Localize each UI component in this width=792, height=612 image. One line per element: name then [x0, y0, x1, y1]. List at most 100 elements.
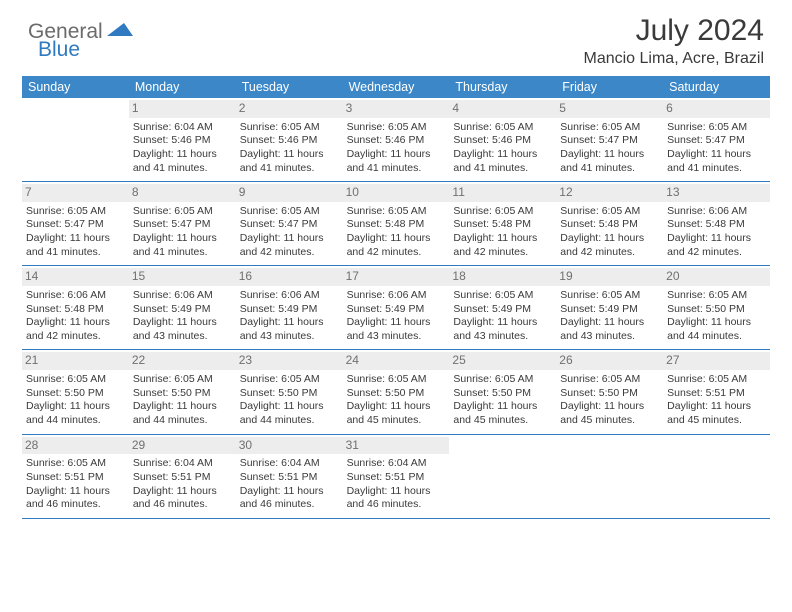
day-cell: 26Sunrise: 6:05 AMSunset: 5:50 PMDayligh… [556, 350, 663, 433]
day-number: 16 [236, 268, 343, 286]
week-row: 21Sunrise: 6:05 AMSunset: 5:50 PMDayligh… [22, 350, 770, 434]
sunrise-text: Sunrise: 6:05 AM [240, 205, 339, 219]
daylight-text: and 46 minutes. [133, 498, 232, 512]
day-number: 23 [236, 352, 343, 370]
sunset-text: Sunset: 5:49 PM [560, 303, 659, 317]
day-cell: 21Sunrise: 6:05 AMSunset: 5:50 PMDayligh… [22, 350, 129, 433]
day-cell [663, 435, 770, 518]
sunset-text: Sunset: 5:47 PM [667, 134, 766, 148]
daylight-text: Daylight: 11 hours [347, 232, 446, 246]
daylight-text: and 41 minutes. [133, 246, 232, 260]
day-number: 14 [22, 268, 129, 286]
day-cell: 19 Sunrise: 6:05 AMSunset: 5:49 PMDayligh… [556, 266, 663, 349]
day-header: Wednesday [343, 76, 450, 98]
day-cell: 18Sunrise: 6:05 AMSunset: 5:49 PMDayligh… [449, 266, 556, 349]
day-cell: 22Sunrise: 6:05 AMSunset: 5:50 PMDayligh… [129, 350, 236, 433]
daylight-text: Daylight: 11 hours [133, 485, 232, 499]
day-number: 24 [343, 352, 450, 370]
sunrise-text: Sunrise: 6:05 AM [667, 121, 766, 135]
daylight-text: Daylight: 11 hours [240, 232, 339, 246]
day-number: 25 [449, 352, 556, 370]
day-number: 19 [556, 268, 663, 286]
day-cell: 27Sunrise: 6:05 AMSunset: 5:51 PMDayligh… [663, 350, 770, 433]
sunset-text: Sunset: 5:48 PM [453, 218, 552, 232]
sunset-text: Sunset: 5:50 PM [240, 387, 339, 401]
daylight-text: Daylight: 11 hours [560, 232, 659, 246]
day-cell: 11Sunrise: 6:05 AMSunset: 5:48 PMDayligh… [449, 182, 556, 265]
day-cell: 31Sunrise: 6:04 AMSunset: 5:51 PMDayligh… [343, 435, 450, 518]
daylight-text: and 42 minutes. [26, 330, 125, 344]
sunrise-text: Sunrise: 6:05 AM [453, 289, 552, 303]
day-cell: 12Sunrise: 6:05 AMSunset: 5:48 PMDayligh… [556, 182, 663, 265]
sunrise-text: Sunrise: 6:05 AM [133, 373, 232, 387]
daylight-text: Daylight: 11 hours [560, 316, 659, 330]
sunset-text: Sunset: 5:48 PM [560, 218, 659, 232]
daylight-text: and 46 minutes. [26, 498, 125, 512]
sunrise-text: Sunrise: 6:05 AM [347, 121, 446, 135]
day-cell: 4Sunrise: 6:05 AMSunset: 5:46 PMDaylight… [449, 98, 556, 181]
daylight-text: and 41 minutes. [26, 246, 125, 260]
daylight-text: and 41 minutes. [560, 162, 659, 176]
week-row: 1Sunrise: 6:04 AMSunset: 5:46 PMDaylight… [22, 98, 770, 182]
day-cell: 23Sunrise: 6:05 AMSunset: 5:50 PMDayligh… [236, 350, 343, 433]
daylight-text: Daylight: 11 hours [453, 400, 552, 414]
daylight-text: and 43 minutes. [347, 330, 446, 344]
day-header: Friday [556, 76, 663, 98]
day-number: 3 [343, 100, 450, 118]
title-block: July 2024 Mancio Lima, Acre, Brazil [583, 14, 764, 68]
day-number: 27 [663, 352, 770, 370]
day-number: 2 [236, 100, 343, 118]
daylight-text: Daylight: 11 hours [453, 148, 552, 162]
daylight-text: Daylight: 11 hours [240, 400, 339, 414]
daylight-text: and 44 minutes. [240, 414, 339, 428]
day-cell: 8Sunrise: 6:05 AMSunset: 5:47 PMDaylight… [129, 182, 236, 265]
sunset-text: Sunset: 5:50 PM [26, 387, 125, 401]
sunrise-text: Sunrise: 6:06 AM [133, 289, 232, 303]
day-cell: 7Sunrise: 6:05 AMSunset: 5:47 PMDaylight… [22, 182, 129, 265]
daylight-text: and 45 minutes. [667, 414, 766, 428]
sunrise-text: Sunrise: 6:05 AM [560, 289, 659, 303]
sunrise-text: Sunrise: 6:04 AM [347, 457, 446, 471]
sunrise-text: Sunrise: 6:05 AM [347, 205, 446, 219]
sunset-text: Sunset: 5:50 PM [133, 387, 232, 401]
sunset-text: Sunset: 5:48 PM [667, 218, 766, 232]
daylight-text: Daylight: 11 hours [240, 485, 339, 499]
sunrise-text: Sunrise: 6:05 AM [26, 373, 125, 387]
day-number: 22 [129, 352, 236, 370]
sunrise-text: Sunrise: 6:05 AM [26, 205, 125, 219]
sunset-text: Sunset: 5:47 PM [26, 218, 125, 232]
daylight-text: Daylight: 11 hours [667, 148, 766, 162]
sunset-text: Sunset: 5:49 PM [453, 303, 552, 317]
day-number: 31 [343, 437, 450, 455]
daylight-text: Daylight: 11 hours [133, 316, 232, 330]
day-number: 7 [22, 184, 129, 202]
sunrise-text: Sunrise: 6:05 AM [347, 373, 446, 387]
sunrise-text: Sunrise: 6:06 AM [347, 289, 446, 303]
daylight-text: and 45 minutes. [453, 414, 552, 428]
sunrise-text: Sunrise: 6:05 AM [453, 121, 552, 135]
sunset-text: Sunset: 5:48 PM [26, 303, 125, 317]
sunset-text: Sunset: 5:48 PM [347, 218, 446, 232]
daylight-text: and 44 minutes. [667, 330, 766, 344]
day-cell: 13Sunrise: 6:06 AMSunset: 5:48 PMDayligh… [663, 182, 770, 265]
daylight-text: Daylight: 11 hours [560, 148, 659, 162]
daylight-text: Daylight: 11 hours [667, 316, 766, 330]
day-number: 4 [449, 100, 556, 118]
week-row: 28Sunrise: 6:05 AMSunset: 5:51 PMDayligh… [22, 435, 770, 519]
day-cell: 17Sunrise: 6:06 AMSunset: 5:49 PMDayligh… [343, 266, 450, 349]
day-number: 5 [556, 100, 663, 118]
daylight-text: Daylight: 11 hours [667, 232, 766, 246]
sunrise-text: Sunrise: 6:06 AM [240, 289, 339, 303]
day-cell: 5Sunrise: 6:05 AMSunset: 5:47 PMDaylight… [556, 98, 663, 181]
sunrise-text: Sunrise: 6:05 AM [667, 373, 766, 387]
day-number: 26 [556, 352, 663, 370]
day-header-row: Sunday Monday Tuesday Wednesday Thursday… [22, 76, 770, 98]
day-number: 30 [236, 437, 343, 455]
day-header: Thursday [449, 76, 556, 98]
daylight-text: Daylight: 11 hours [347, 400, 446, 414]
day-number: 20 [663, 268, 770, 286]
daylight-text: Daylight: 11 hours [347, 148, 446, 162]
sunset-text: Sunset: 5:50 PM [453, 387, 552, 401]
day-header: Monday [129, 76, 236, 98]
day-cell: 1Sunrise: 6:04 AMSunset: 5:46 PMDaylight… [129, 98, 236, 181]
